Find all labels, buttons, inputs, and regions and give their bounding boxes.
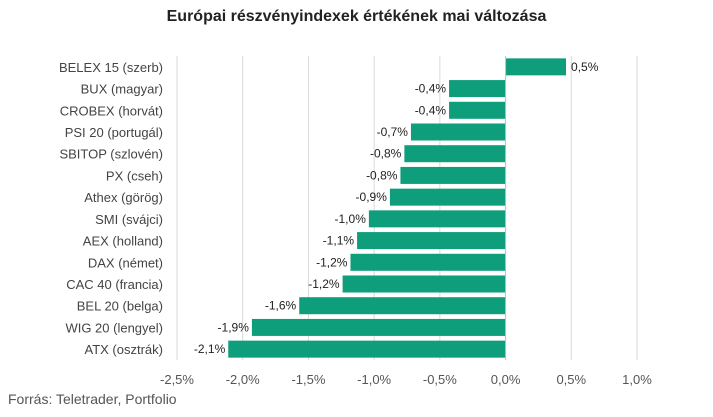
data-label: -1,9% — [218, 320, 250, 334]
bar — [342, 275, 506, 293]
bar — [357, 232, 506, 250]
x-tick-label: 1,0% — [622, 372, 652, 387]
bar — [299, 297, 506, 315]
bar — [350, 253, 506, 271]
category-label: BUX (magyar) — [81, 82, 163, 97]
data-label: -1,2% — [308, 277, 340, 291]
bar — [228, 340, 506, 358]
data-label: -1,6% — [265, 299, 297, 313]
category-label: SBITOP (szlovén) — [59, 147, 163, 162]
data-label: -2,1% — [194, 342, 226, 356]
bar — [368, 210, 506, 228]
bar — [449, 80, 506, 98]
chart-title: Európai részvényindexek értékének mai vá… — [166, 8, 547, 25]
data-label: -0,8% — [366, 168, 398, 182]
x-tick-label: -1,5% — [291, 372, 325, 387]
category-label: BELEX 15 (szerb) — [59, 60, 163, 75]
category-label: PX (cseh) — [106, 168, 163, 183]
data-label: -0,8% — [370, 147, 402, 161]
category-label: AEX (holland) — [83, 234, 163, 249]
data-label: -0,7% — [377, 125, 409, 139]
x-tick-label: 0,0% — [491, 372, 521, 387]
bar — [400, 166, 506, 184]
data-label: -1,2% — [316, 255, 348, 269]
x-tick-label: -0,5% — [423, 372, 457, 387]
category-label: PSI 20 (portugál) — [65, 125, 163, 140]
category-label: DAX (német) — [88, 255, 163, 270]
bar — [389, 188, 506, 206]
bar — [410, 123, 506, 141]
category-label: SMI (svájci) — [95, 212, 163, 227]
category-label: CROBEX (horvát) — [60, 103, 163, 118]
bar — [251, 318, 506, 336]
source-note: Forrás: Teletrader, Portfolio — [8, 391, 177, 407]
bar — [449, 101, 506, 119]
bar — [404, 145, 506, 163]
data-label: 0,5% — [571, 60, 599, 74]
data-label: -0,9% — [356, 190, 388, 204]
category-label: Athex (görög) — [84, 190, 163, 205]
x-tick-label: -1,0% — [357, 372, 391, 387]
data-label: -1,0% — [335, 212, 367, 226]
category-label: WIG 20 (lengyel) — [65, 320, 163, 335]
x-tick-label: -2,5% — [160, 372, 194, 387]
data-label: -0,4% — [415, 103, 447, 117]
x-tick-label: -2,0% — [226, 372, 260, 387]
data-label: -1,1% — [323, 234, 355, 248]
category-label: BEL 20 (belga) — [77, 299, 163, 314]
x-tick-label: 0,5% — [556, 372, 586, 387]
category-label: CAC 40 (francia) — [66, 277, 163, 292]
bar — [505, 58, 567, 76]
data-label: -0,4% — [415, 82, 447, 96]
category-label: ATX (osztrák) — [85, 342, 164, 357]
